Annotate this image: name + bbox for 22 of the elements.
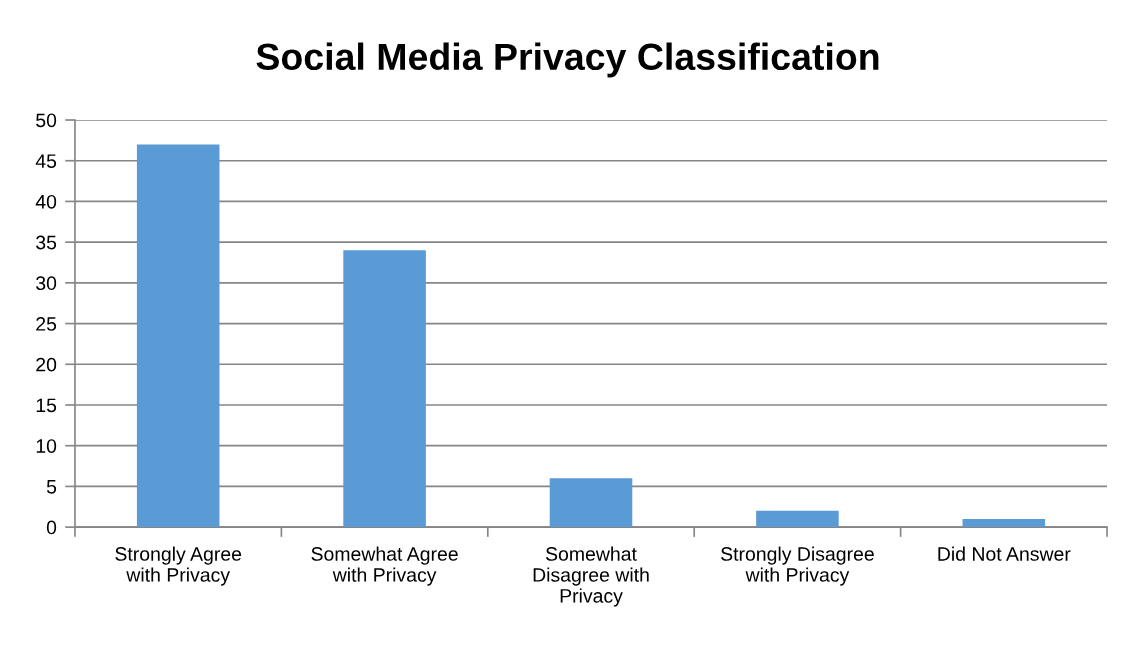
y-tick-label: 0 xyxy=(46,520,57,535)
x-tick-label: Strongly Disagree with Privacy xyxy=(721,546,874,586)
chart-title: Social Media Privacy Classification xyxy=(256,42,879,78)
bar xyxy=(549,478,633,528)
bar xyxy=(756,510,839,528)
y-tick-label: 20 xyxy=(36,357,57,372)
x-tick-label: Somewhat Disagree with Privacy xyxy=(533,546,649,607)
y-tick-label: 35 xyxy=(36,235,57,250)
y-tick-label: 25 xyxy=(36,317,57,331)
y-tick-label: 10 xyxy=(36,439,57,453)
bar xyxy=(343,250,426,528)
x-tick-label: Strongly Agree with Privacy xyxy=(115,546,242,586)
y-tick-label: 50 xyxy=(36,113,57,128)
y-tick-label: 15 xyxy=(36,398,57,413)
x-tick-label: Somewhat Agree with Privacy xyxy=(311,546,458,586)
bar xyxy=(962,518,1046,528)
y-tick-label: 45 xyxy=(35,154,57,168)
y-tick-label: 30 xyxy=(36,276,57,291)
y-tick-label: 5 xyxy=(46,480,57,494)
y-tick-label: 40 xyxy=(35,194,57,209)
x-tick-label: Did Not Answer xyxy=(938,546,1071,561)
bar xyxy=(136,144,220,528)
